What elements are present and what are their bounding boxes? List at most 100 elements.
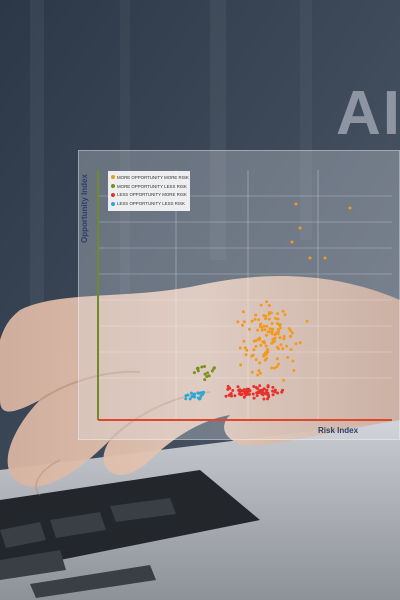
- scatter-point: [276, 327, 280, 331]
- scatter-point: [280, 390, 284, 394]
- scatter-point: [271, 385, 275, 389]
- legend-marker: [111, 175, 115, 180]
- scatter-point: [259, 343, 263, 347]
- scatter-point: [224, 394, 228, 398]
- scatter-point: [282, 378, 286, 382]
- scatter-point: [267, 393, 270, 397]
- scatter-point: [242, 339, 246, 343]
- scatter-point: [281, 347, 285, 351]
- background-headline: AI: [336, 79, 400, 148]
- scatter-point: [248, 327, 251, 331]
- scatter-point: [267, 317, 271, 321]
- scatter-point: [238, 346, 242, 350]
- scatter-point: [250, 370, 254, 374]
- scatter-point: [240, 389, 244, 393]
- scatter-point: [192, 393, 196, 397]
- scatter-point: [192, 371, 196, 375]
- scatter-point: [268, 327, 272, 330]
- scatter-point: [278, 336, 282, 340]
- scatter-point: [265, 300, 269, 304]
- scatter-point: [203, 378, 207, 382]
- scatter-point: [252, 396, 256, 400]
- scatter-point: [203, 365, 206, 368]
- legend-item: LESS OPPORTUNITY MORE RISK: [111, 191, 187, 200]
- scatter-point: [268, 330, 272, 334]
- scatter-point: [258, 384, 262, 388]
- scatter-point: [267, 312, 271, 316]
- scatter-point: [244, 353, 248, 357]
- scatter-point: [282, 337, 286, 341]
- scatter-point: [276, 312, 279, 316]
- scatter-point: [195, 367, 199, 370]
- scatter-point: [226, 387, 230, 391]
- scatter-point: [270, 329, 274, 333]
- scatter-point: [270, 332, 274, 336]
- scatter-point: [290, 240, 294, 244]
- scatter-point: [275, 345, 279, 349]
- scatter-point: [264, 390, 268, 394]
- scatter-point: [190, 395, 194, 399]
- scatter-point: [226, 384, 230, 388]
- scatter-point: [266, 384, 270, 388]
- scatter-point: [305, 319, 309, 323]
- scatter-point: [201, 392, 205, 396]
- scatter-point: [253, 317, 257, 321]
- scatter-point: [264, 344, 268, 348]
- scatter-point: [276, 391, 280, 395]
- scatter-point: [212, 366, 216, 370]
- scatter-point: [269, 311, 273, 315]
- scatter-point: [283, 313, 287, 317]
- scatter-point: [248, 389, 252, 393]
- scatter-point: [236, 385, 240, 389]
- scatter-point: [262, 387, 266, 391]
- scatter-point: [188, 397, 192, 401]
- scatter-point: [267, 304, 271, 307]
- y-axis-label: Opportunity Index: [80, 174, 89, 244]
- scatter-point: [287, 327, 291, 331]
- chart-legend: MORE OPPORTUNITY MORE RISK MORE OPPORTUN…: [108, 171, 190, 211]
- scatter-point: [273, 339, 277, 343]
- scatter-point: [206, 371, 210, 375]
- scatter-point: [237, 392, 241, 396]
- scatter-point: [265, 351, 269, 355]
- legend-label: LESS OPPORTUNITY LESS RISK: [117, 201, 185, 207]
- scatter-point: [258, 338, 261, 342]
- scatter-point: [275, 322, 279, 326]
- scatter-point: [233, 394, 237, 398]
- scatter-point: [262, 340, 266, 344]
- scatter-point: [265, 357, 269, 360]
- scatter-point: [291, 331, 294, 335]
- scatter-point: [270, 366, 274, 370]
- scatter-point: [277, 362, 281, 366]
- x-axis-label: Risk Index: [318, 426, 359, 435]
- scatter-point: [281, 309, 285, 313]
- scatter-point: [254, 313, 258, 317]
- legend-label: MORE OPPORTUNITY LESS RISK: [117, 183, 187, 189]
- scatter-point: [265, 348, 269, 351]
- scatter-point: [273, 388, 277, 392]
- scatter-point: [264, 317, 267, 321]
- scatter-point: [265, 324, 269, 328]
- legend-marker: [111, 184, 115, 189]
- scatter-point: [279, 326, 282, 330]
- scatter-point: [251, 392, 255, 396]
- scatter-point: [298, 226, 302, 230]
- scatter-point: [241, 323, 244, 327]
- scatter-point: [258, 324, 262, 328]
- scatter-point: [239, 363, 243, 367]
- scatter-point: [282, 334, 286, 338]
- scatter-point: [259, 322, 263, 326]
- scatter-point: [262, 354, 266, 358]
- scatter-point: [252, 385, 256, 388]
- scatter-point: [198, 396, 202, 400]
- legend-item: LESS OPPORTUNITY LESS RISK: [111, 199, 187, 208]
- scatter-point: [241, 310, 245, 314]
- scatter-point: [262, 397, 266, 401]
- scatter-point: [237, 388, 241, 392]
- scatter-point: [260, 328, 264, 332]
- scatter-point: [240, 392, 244, 396]
- scatter-point: [273, 336, 277, 340]
- scatter-point: [258, 371, 262, 375]
- scatter-point: [236, 320, 240, 324]
